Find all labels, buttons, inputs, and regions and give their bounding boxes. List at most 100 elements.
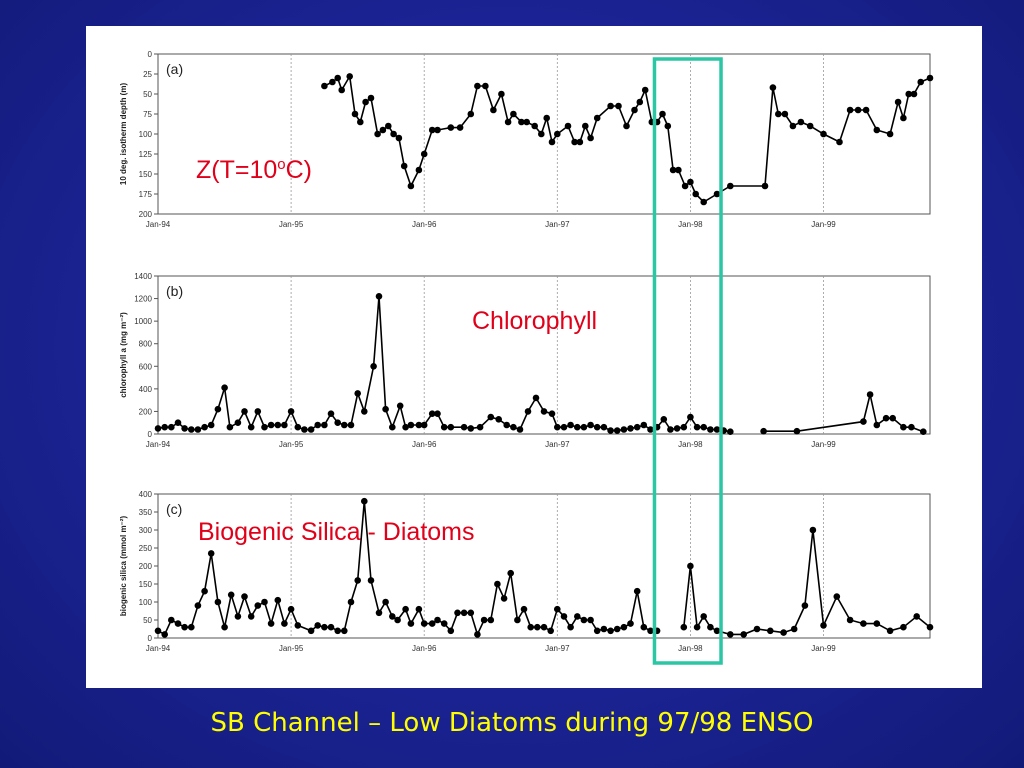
isotherm-data-point — [587, 134, 594, 142]
chlorophyll-data-point — [660, 416, 668, 423]
isotherm-y-tick-label: 0 — [148, 50, 153, 59]
isotherm-data-point — [806, 122, 814, 130]
chlorophyll-data-point — [287, 408, 295, 415]
isotherm-data-point — [456, 124, 464, 131]
chlorophyll-data-point — [882, 414, 890, 422]
silica-y-tick-label: 400 — [139, 490, 153, 499]
isotherm-data-point — [727, 182, 734, 190]
chlorophyll-data-point — [174, 419, 182, 427]
isotherm-y-tick-label: 50 — [143, 90, 152, 99]
isotherm-data-point — [362, 98, 369, 106]
silica-data-point — [327, 623, 335, 631]
isotherm-data-point — [797, 118, 805, 126]
silica-data-point — [547, 627, 554, 635]
chlorophyll-data-point — [580, 423, 588, 431]
silica-data-point — [900, 623, 907, 631]
isotherm-data-point — [518, 118, 525, 126]
silica-data-point — [873, 620, 881, 627]
silica-data-point — [188, 623, 195, 631]
isotherm-data-point — [346, 73, 354, 80]
isotherm-data-point — [379, 126, 387, 134]
silica-data-point — [402, 605, 409, 613]
silica-data-point — [294, 622, 302, 629]
silica-data-point — [700, 613, 707, 620]
chlorophyll-data-point — [281, 421, 288, 429]
chlorophyll-plot-frame — [157, 275, 931, 435]
silica-data-point — [382, 598, 389, 606]
silica-data-point — [587, 616, 594, 624]
silica-y-tick-label: 350 — [139, 508, 153, 517]
silica-data-point — [620, 623, 628, 631]
silica-data-point — [247, 613, 255, 620]
isotherm-data-point — [543, 114, 550, 122]
silica-data-point — [926, 623, 934, 631]
chlorophyll-data-point — [647, 426, 654, 433]
isotherm-data-point — [447, 124, 455, 131]
chlorophyll-data-point — [447, 423, 455, 431]
chlorophyll-data-point — [866, 391, 874, 398]
silica-data-point — [820, 622, 827, 629]
silica-data-point — [334, 627, 341, 635]
silica-data-point — [434, 616, 441, 624]
isotherm-data-point — [385, 122, 392, 130]
silica-data-point — [707, 623, 714, 631]
isotherm-data-point — [761, 182, 769, 190]
chlorophyll-data-point — [241, 408, 248, 415]
isotherm-data-point — [910, 90, 918, 98]
isotherm-data-point — [917, 78, 924, 86]
chlorophyll-data-point — [727, 428, 734, 436]
silica-x-tick-label: Jan-97 — [545, 644, 570, 653]
isotherm-data-point — [321, 82, 328, 90]
silica-data-point — [487, 616, 495, 624]
isotherm-data-point — [338, 86, 345, 94]
silica-data-point — [254, 602, 262, 609]
isotherm-data-point — [669, 166, 677, 174]
isotherm-data-point — [490, 106, 497, 114]
chlorophyll-y-tick-label: 400 — [139, 385, 153, 394]
chlorophyll-data-point — [503, 421, 511, 429]
isotherm-data-point — [846, 106, 854, 114]
silica-data-point — [600, 625, 608, 633]
silica-data-point — [534, 623, 541, 631]
silica-data-point — [607, 627, 614, 635]
silica-data-point — [913, 613, 920, 620]
chlorophyll-data-point — [254, 408, 262, 415]
chlorophyll-data-point — [607, 427, 614, 434]
chlorophyll-y-tick-label: 1400 — [134, 272, 152, 281]
silica-data-point — [447, 627, 455, 635]
silica-data-point — [680, 623, 688, 631]
silica-data-point — [194, 602, 202, 609]
silica-x-tick-label: Jan-98 — [678, 644, 703, 653]
silica-data-point — [554, 605, 561, 613]
chlorophyll-data-point — [402, 423, 409, 431]
silica-data-point — [174, 620, 182, 627]
chlorophyll-data-point — [181, 425, 188, 432]
isotherm-data-point — [407, 182, 415, 190]
silica-x-tick-label: Jan-99 — [811, 644, 836, 653]
silica-data-point — [647, 627, 654, 635]
chlorophyll-data-point — [434, 410, 441, 418]
isotherm-y-tick-label: 175 — [139, 190, 153, 199]
isotherm-data-point — [357, 118, 364, 126]
isotherm-data-point — [571, 138, 578, 146]
chlorophyll-data-point — [420, 421, 428, 429]
chlorophyll-x-tick-label: Jan-94 — [146, 440, 171, 449]
isotherm-x-tick-label: Jan-99 — [811, 220, 836, 229]
silica-data-point — [207, 550, 215, 557]
silica-data-point — [454, 609, 461, 617]
silica-data-point — [234, 613, 242, 620]
chlorophyll-data-point — [440, 423, 448, 431]
isotherm-x-tick-label: Jan-96 — [412, 220, 437, 229]
chlorophyll-data-point — [587, 421, 594, 429]
silica-y-tick-label: 150 — [139, 580, 153, 589]
chlorophyll-data-point — [889, 414, 896, 422]
silica-data-point — [154, 627, 162, 635]
isotherm-data-point — [467, 110, 475, 118]
chlorophyll-data-point — [567, 421, 574, 429]
chlorophyll-y-tick-label: 800 — [139, 340, 153, 349]
chlorophyll-panel-label: (b) — [166, 283, 183, 299]
isotherm-x-tick-label: Jan-98 — [678, 220, 703, 229]
silica-data-point — [267, 620, 275, 627]
chlorophyll-data-point — [640, 421, 648, 429]
chlorophyll-data-point — [214, 405, 222, 413]
